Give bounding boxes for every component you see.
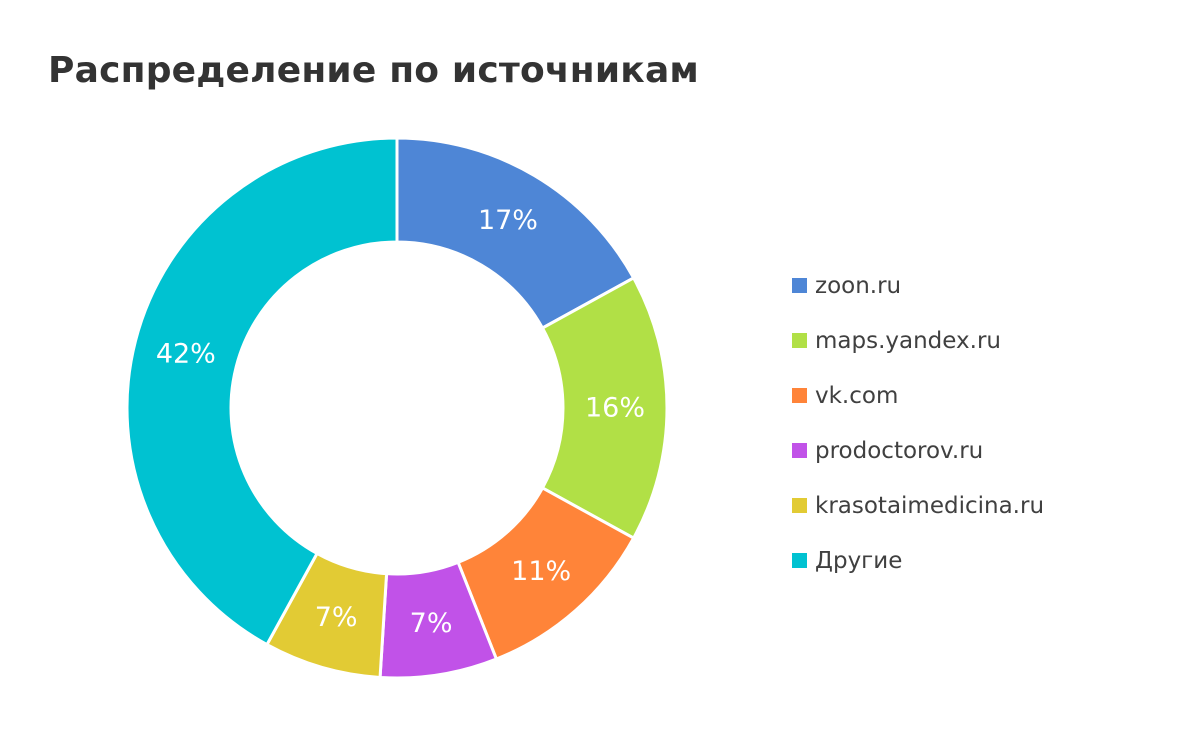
legend-label: prodoctorov.ru [815, 437, 984, 464]
chart-legend: zoon.ru maps.yandex.ru vk.com prodoctoro… [792, 258, 1044, 588]
legend-label: maps.yandex.ru [815, 327, 1001, 354]
donut-chart: 17% 16% 11% 7% 7% 42% [125, 136, 669, 680]
legend-item: maps.yandex.ru [792, 313, 1044, 368]
slice-data-label: 11% [511, 556, 571, 587]
legend-swatch [792, 333, 807, 348]
donut-slice-5 [125, 136, 399, 647]
legend-label: zoon.ru [815, 272, 902, 299]
legend-swatch [792, 278, 807, 293]
legend-label: krasotaimedicina.ru [815, 492, 1045, 519]
legend-swatch [792, 443, 807, 458]
legend-label: Другие [815, 547, 903, 574]
legend-swatch [792, 553, 807, 568]
chart-title: Распределение по источникам [48, 50, 700, 91]
legend-label: vk.com [815, 382, 899, 409]
slice-data-label: 17% [478, 205, 538, 236]
legend-item: zoon.ru [792, 258, 1044, 313]
slice-data-label: 7% [410, 608, 453, 639]
legend-swatch [792, 498, 807, 513]
slice-data-label: 16% [585, 393, 645, 424]
slice-data-label: 7% [315, 602, 358, 633]
legend-item: krasotaimedicina.ru [792, 478, 1044, 533]
legend-swatch [792, 388, 807, 403]
slice-data-label: 42% [156, 338, 216, 369]
legend-item: Другие [792, 533, 1044, 588]
legend-item: prodoctorov.ru [792, 423, 1044, 478]
legend-item: vk.com [792, 368, 1044, 423]
donut-slice-0 [395, 136, 636, 331]
